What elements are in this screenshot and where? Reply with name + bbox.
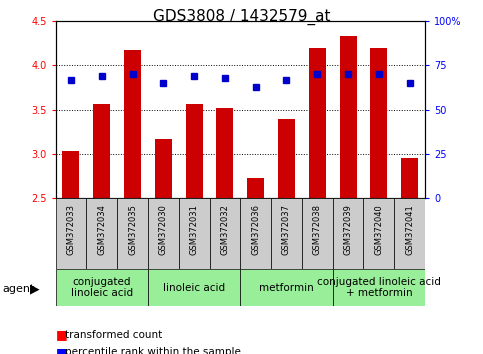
Bar	[179, 198, 210, 269]
Bar	[271, 198, 302, 269]
Bar	[278, 119, 295, 198]
Bar	[117, 198, 148, 269]
Bar	[216, 108, 233, 198]
Bar	[302, 198, 333, 269]
Bar	[240, 269, 333, 306]
Bar	[148, 198, 179, 269]
Text: GSM372033: GSM372033	[67, 204, 75, 255]
Text: linoleic acid: linoleic acid	[163, 282, 225, 293]
Text: percentile rank within the sample: percentile rank within the sample	[65, 347, 241, 354]
Bar	[364, 198, 394, 269]
Bar	[148, 269, 241, 306]
Text: metformin: metformin	[259, 282, 314, 293]
Bar	[370, 48, 387, 198]
Text: conjugated
linoleic acid: conjugated linoleic acid	[71, 277, 133, 298]
Bar	[340, 36, 356, 198]
Bar	[401, 158, 418, 198]
Text: GSM372038: GSM372038	[313, 204, 322, 255]
Bar	[185, 104, 202, 198]
Text: GDS3808 / 1432579_at: GDS3808 / 1432579_at	[153, 9, 330, 25]
Bar	[240, 198, 271, 269]
Bar	[93, 104, 110, 198]
Text: GSM372034: GSM372034	[97, 204, 106, 255]
Bar	[155, 139, 172, 198]
Text: transformed count: transformed count	[65, 330, 162, 339]
Text: GSM372032: GSM372032	[220, 204, 229, 255]
Bar	[62, 152, 79, 198]
Text: ▶: ▶	[30, 282, 40, 295]
Bar	[333, 269, 425, 306]
Text: GSM372041: GSM372041	[405, 204, 414, 255]
Text: GSM372035: GSM372035	[128, 204, 137, 255]
Bar	[309, 48, 326, 198]
Bar	[247, 178, 264, 198]
Text: ■: ■	[56, 346, 67, 354]
Bar	[333, 198, 364, 269]
Text: GSM372037: GSM372037	[282, 204, 291, 255]
Bar	[394, 198, 425, 269]
Bar	[56, 198, 86, 269]
Text: GSM372031: GSM372031	[190, 204, 199, 255]
Bar	[56, 269, 148, 306]
Bar	[124, 51, 141, 198]
Bar	[86, 198, 117, 269]
Text: agent: agent	[2, 284, 35, 293]
Text: GSM372039: GSM372039	[343, 204, 353, 255]
Text: GSM372040: GSM372040	[374, 204, 384, 255]
Text: conjugated linoleic acid
+ metformin: conjugated linoleic acid + metformin	[317, 277, 441, 298]
Text: ■: ■	[56, 328, 67, 341]
Text: GSM372030: GSM372030	[159, 204, 168, 255]
Text: GSM372036: GSM372036	[251, 204, 260, 255]
Bar	[210, 198, 240, 269]
